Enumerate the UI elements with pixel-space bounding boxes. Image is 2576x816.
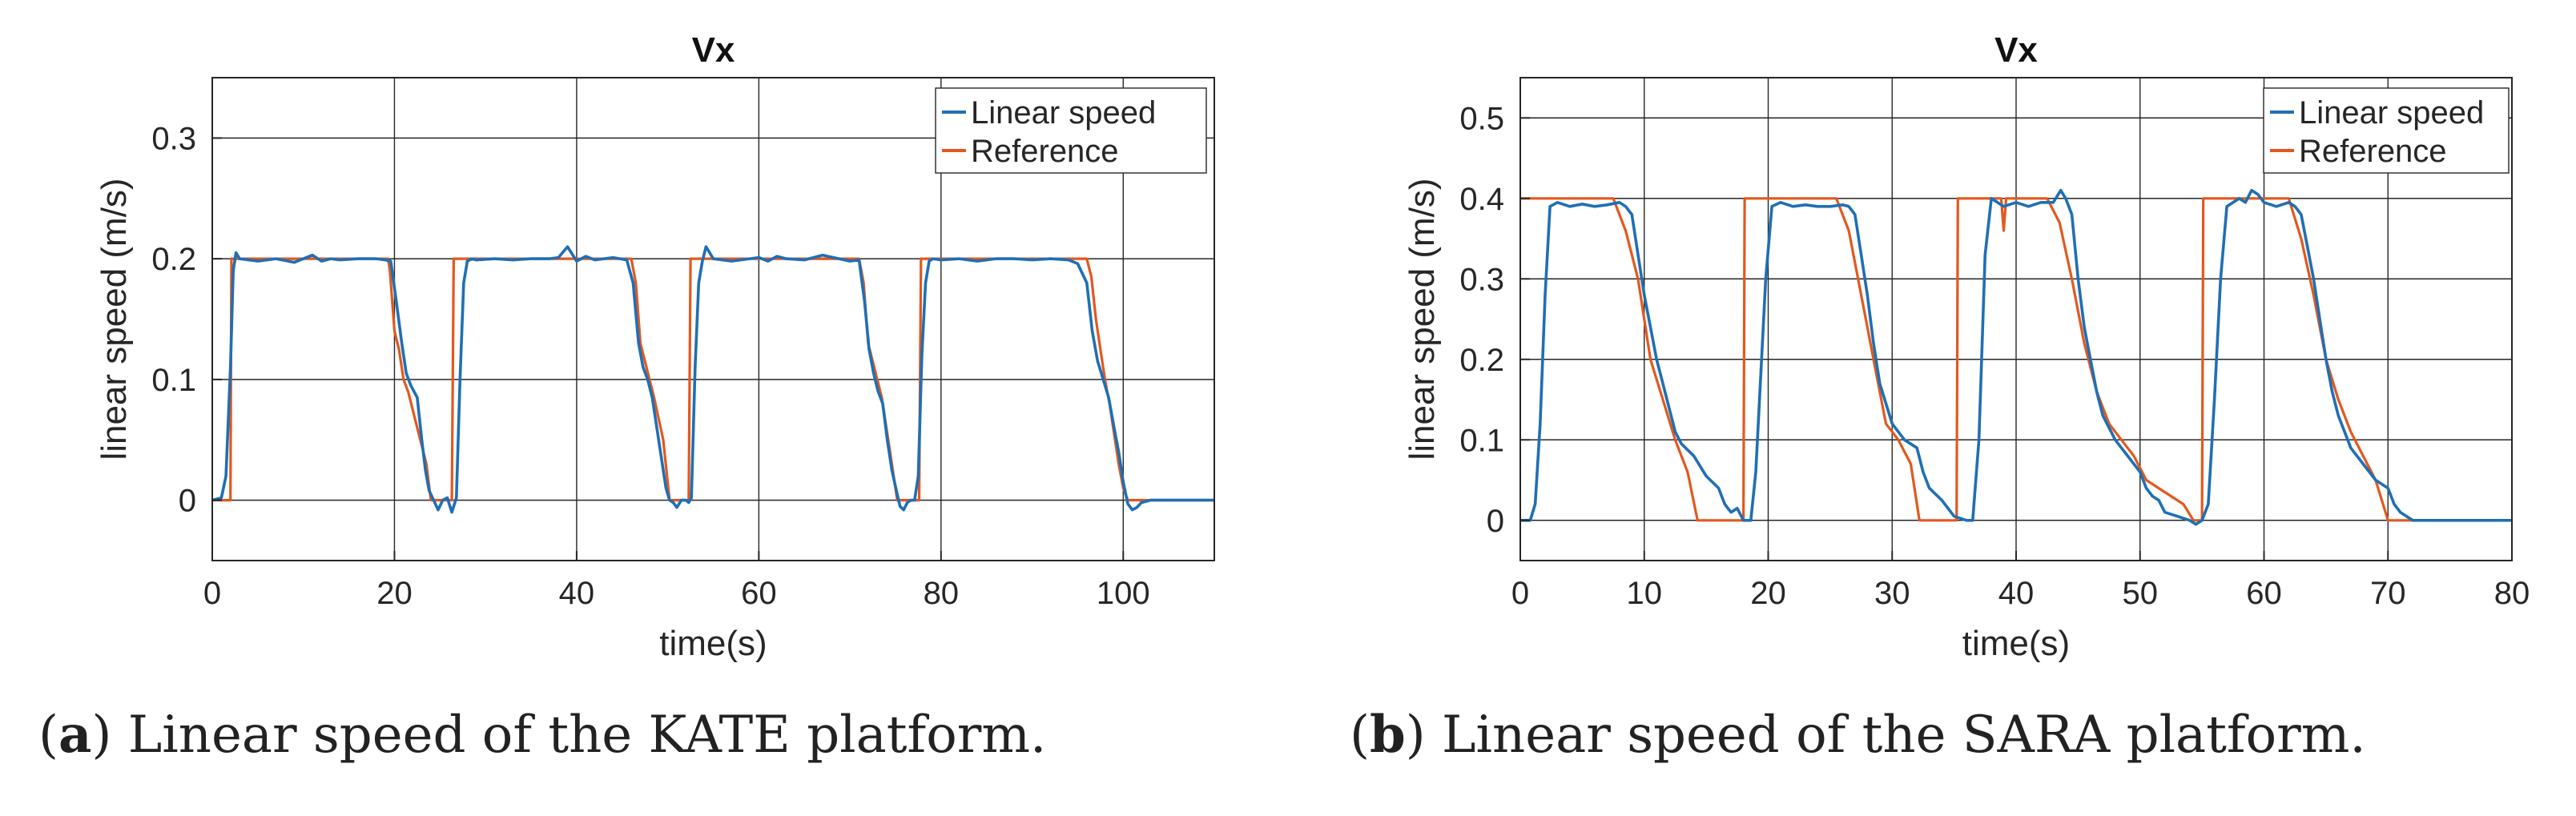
x-tick-label: 70 [2370, 576, 2406, 611]
chart-sara: 0 10 20 30 40 50 60 70 80 0 0.1 0.2 0.3 0.4 0.5 Vx time(… [1403, 30, 2530, 663]
y-tick-label: 0.2 [151, 242, 196, 277]
caption-b: (b) Linear speed of the SARA platform. [1350, 705, 2366, 765]
x-tick-label: 80 [2494, 576, 2530, 611]
y-axis-label: linear speed (m/s) [95, 178, 134, 460]
y-tick-label: 0.5 [1459, 101, 1504, 136]
axes-frame [211, 77, 1215, 561]
x-tick-label: 30 [1874, 576, 1910, 611]
y-axis-label: linear speed (m/s) [1403, 178, 1442, 460]
legend-label: Reference [971, 134, 1119, 169]
caption-b-body: Linear speed of the SARA platform. [1425, 705, 2366, 765]
chart-title: Vx [1994, 30, 2038, 70]
x-axis-label: time(s) [1962, 624, 2070, 663]
y-tick-label: 0.3 [1459, 262, 1504, 297]
x-tick-label: 10 [1627, 576, 1663, 611]
legend-label: Linear speed [971, 95, 1156, 131]
caption-a: (a) Linear speed of the SARA platform. L… [38, 705, 1047, 765]
x-axis-label: time(s) [659, 624, 767, 663]
chart-title: Vx [692, 30, 735, 70]
x-tick-label: 0 [1511, 576, 1529, 611]
x-tick-label: 40 [559, 576, 595, 611]
chart-kate: 0 20 40 60 80 100 0 0.1 0.2 0.3 Vx time(s) linear sp… [95, 30, 1215, 663]
legend-box [935, 87, 1207, 174]
legend-label: Reference [2299, 134, 2447, 169]
series-line-reference [1519, 197, 2512, 522]
x-tick-label: 100 [1097, 576, 1150, 611]
y-tick-label: 0 [179, 484, 196, 519]
legend-label: Linear speed [2299, 95, 2484, 131]
y-tick-label: 0.1 [1459, 423, 1504, 458]
y-tick-label: 0.4 [1459, 182, 1504, 217]
x-tick-label: 60 [2246, 576, 2282, 611]
legend-box [2263, 87, 2510, 174]
caption-a-label: a [58, 705, 92, 765]
caption-b-label: b [1369, 705, 1406, 765]
x-tick-label: 40 [1998, 576, 2035, 611]
series-line-linear-speed [211, 245, 1214, 514]
y-tick-label: 0.2 [1459, 343, 1504, 378]
x-tick-label: 50 [2123, 576, 2159, 611]
x-tick-label: 20 [376, 576, 413, 611]
series-line-linear-speed [1520, 188, 2512, 526]
x-tick-label: 60 [741, 576, 777, 611]
x-tick-label: 80 [924, 576, 960, 611]
caption-a-body: Linear speed of the KATE platform. [111, 705, 1047, 765]
y-tick-label: 0.3 [151, 121, 196, 156]
y-tick-label: 0 [1487, 504, 1504, 539]
y-tick-label: 0.1 [151, 363, 196, 398]
x-tick-label: 20 [1750, 576, 1786, 611]
x-tick-label: 0 [203, 576, 221, 611]
